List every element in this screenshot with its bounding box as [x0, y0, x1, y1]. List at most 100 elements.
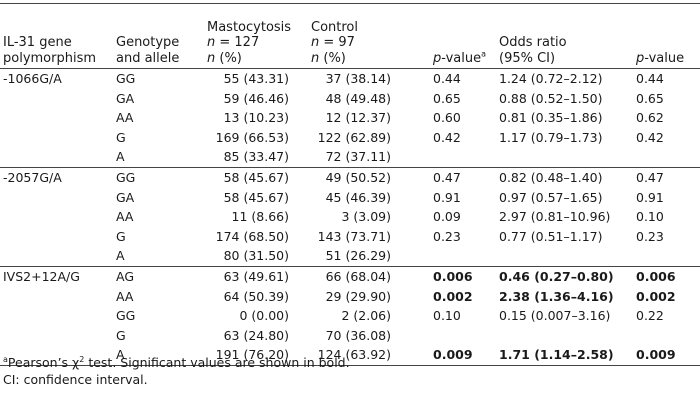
cell-polymorphism: [0, 246, 113, 266]
cell-mastocytosis: 174 (68.50): [215, 228, 289, 244]
cell-mastocytosis: 59 (46.46): [223, 90, 289, 106]
table-row: G 174 (68.50) 143 (73.71) 0.23 0.77 (0.51–1.…: [0, 227, 700, 247]
cell-p-value: 0.65: [433, 90, 461, 106]
cell-polymorphism: IVS2+12A/G: [0, 265, 113, 287]
cell-odds-ratio: 2.97 (0.81–10.96): [499, 209, 611, 225]
cell-p-value: 0.23: [433, 228, 461, 244]
cell-p-value: 0.002: [433, 288, 473, 304]
cell-control: 49 (50.52): [307, 166, 399, 188]
table-row: A 191 (76.20) 124 (63.92) 0.009 1.71 (1.14–2…: [0, 345, 700, 366]
cell-p-value-2: [634, 147, 700, 167]
cell-mastocytosis: 13 (10.23): [223, 110, 289, 126]
cell-genotype: GA: [116, 90, 135, 106]
cell-p-value-2: 0.22: [636, 308, 664, 324]
cell-p-value: [399, 326, 497, 346]
cell-p-value: 0.006: [399, 265, 497, 287]
cell-polymorphism: [0, 128, 113, 148]
cell-p-value-2: 0.42: [636, 129, 664, 145]
header-genotype: Genotype and allele: [113, 3, 207, 69]
cell-odds-ratio: 0.81 (0.35–1.86): [499, 110, 603, 126]
header-odds-ratio: Odds ratio (95% CI): [497, 3, 634, 69]
cell-control: 72 (37.11): [325, 149, 391, 165]
cell-p-value-2: 0.009: [634, 345, 700, 366]
cell-genotype: AG: [113, 265, 207, 287]
cell-p-value: [399, 246, 497, 266]
cell-p-value-2: 0.23: [636, 228, 664, 244]
cell-polymorphism: [0, 326, 113, 346]
header-p-value: p-valuea: [399, 3, 497, 69]
cell-p-value: [399, 147, 497, 167]
cell-p-value: 0.42: [433, 129, 461, 145]
table-row: AA 64 (50.39) 29 (29.90) 0.002 2.38 (1.36–4.…: [0, 287, 700, 307]
cell-odds-ratio: 0.46 (0.27–0.80): [497, 265, 634, 287]
cell-mastocytosis: 64 (50.39): [223, 288, 289, 304]
cell-genotype: GA: [116, 189, 135, 205]
cell-control: 51 (26.29): [325, 248, 391, 264]
cell-control: 124 (63.92): [307, 345, 399, 366]
cell-polymorphism: [0, 188, 113, 208]
cell-p-value-2: 0.10: [636, 209, 664, 225]
cell-p-value-2: 0.65: [636, 90, 664, 106]
cell-p-value-2: [634, 326, 700, 346]
cell-p-value-2: 0.47: [634, 166, 700, 188]
cell-genotype: A: [116, 149, 125, 165]
cell-control: 37 (38.14): [325, 71, 391, 86]
cell-mastocytosis: 169 (66.53): [215, 129, 289, 145]
cell-odds-ratio: 1.71 (1.14–2.58): [497, 345, 634, 366]
footnote-significance: aPearson’s χ2 test. Significant values a…: [3, 354, 350, 370]
cell-mastocytosis: 191 (76.20): [207, 345, 307, 366]
footnotes: aPearson’s χ2 test. Significant values a…: [3, 355, 350, 388]
header-control: Control n = 97 n (%): [307, 3, 399, 69]
cell-mastocytosis: 55 (43.31): [223, 71, 289, 86]
cell-polymorphism: -2057G/A: [0, 166, 113, 188]
table-row: G 63 (24.80) 70 (36.08): [0, 326, 700, 346]
cell-control: 12 (12.37): [325, 110, 391, 126]
cell-p-value: 0.44: [433, 71, 461, 86]
cell-polymorphism: [0, 207, 113, 227]
cell-mastocytosis: 11 (8.66): [231, 209, 289, 225]
cell-polymorphism: [0, 306, 113, 326]
header-polymorphism: IL-31 gene polymorphism: [0, 3, 113, 69]
cell-control: 3 (3.09): [341, 209, 391, 225]
cell-genotype: A: [113, 345, 207, 366]
cell-p-value: 0.009: [399, 345, 497, 366]
cell-control: 66 (68.04): [307, 265, 399, 287]
cell-control: 29 (29.90): [325, 288, 391, 304]
cell-odds-ratio: 0.88 (0.52–1.50): [499, 90, 603, 106]
cell-genotype: GG: [116, 71, 136, 86]
cell-p-value-2: 0.62: [636, 110, 664, 126]
table-row: G 169 (66.53) 122 (62.89) 0.42 1.17 (0.79–1.…: [0, 128, 700, 148]
cell-p-value: 0.91: [433, 189, 461, 205]
cell-genotype: GG: [116, 308, 136, 324]
table-row: AA 13 (10.23) 12 (12.37) 0.60 0.81 (0.35–1.8…: [0, 108, 700, 128]
cell-control: 143 (73.71): [317, 228, 391, 244]
cell-odds-ratio: 0.97 (0.57–1.65): [499, 189, 603, 205]
cell-odds-ratio: [497, 246, 634, 266]
cell-control: 122 (62.89): [317, 129, 391, 145]
cell-mastocytosis: 58 (45.67): [223, 189, 289, 205]
cell-p-value-2: 0.002: [636, 288, 676, 304]
table-row: AA 11 (8.66) 3 (3.09) 0.09 2.97 (0.81–10.96)…: [0, 207, 700, 227]
cell-genotype: G: [116, 228, 126, 244]
cell-polymorphism: [0, 147, 113, 167]
table-row: A 85 (33.47) 72 (37.11): [0, 147, 700, 167]
cell-p-value-2: 0.006: [634, 265, 700, 287]
cell-odds-ratio: 0.77 (0.51–1.17): [499, 228, 603, 244]
cell-polymorphism: [0, 108, 113, 128]
cell-polymorphism: [0, 89, 113, 109]
cell-genotype: AA: [116, 209, 134, 225]
table-row: IVS2+12A/G AG 63 (49.61) 66 (68.04) 0.006 0.4…: [0, 265, 700, 287]
cell-genotype: AA: [116, 110, 134, 126]
cell-odds-ratio: 2.38 (1.36–4.16): [499, 288, 614, 304]
cell-genotype: G: [116, 327, 126, 343]
cell-odds-ratio: 1.24 (0.72–2.12): [499, 71, 603, 86]
cell-control: 45 (46.39): [325, 189, 391, 205]
cell-control: 70 (36.08): [325, 327, 391, 343]
table-row: GA 58 (45.67) 45 (46.39) 0.91 0.97 (0.57–1.6…: [0, 188, 700, 208]
table-row: -2057G/A GG 58 (45.67) 49 (50.52) 0.47 0.82 (…: [0, 166, 700, 188]
cell-mastocytosis: 80 (31.50): [223, 248, 289, 264]
cell-odds-ratio: 1.17 (0.79–1.73): [499, 129, 603, 145]
header-p-value-2: p-value: [634, 3, 700, 69]
cell-polymorphism: -1066G/A: [3, 71, 62, 86]
